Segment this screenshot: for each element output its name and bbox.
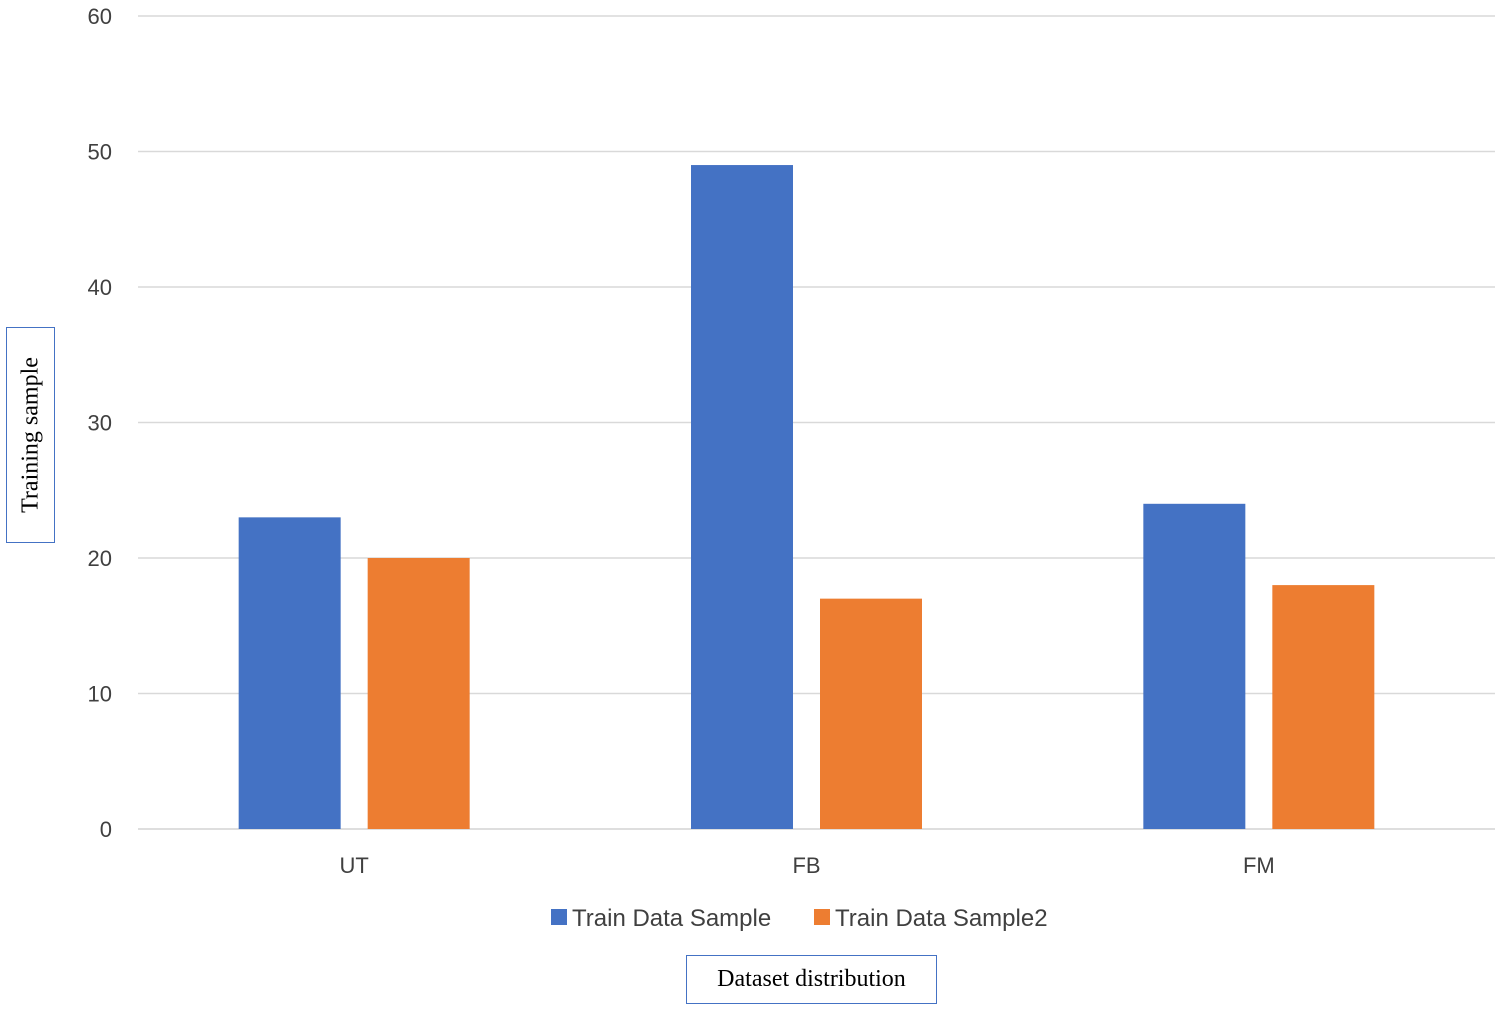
y-tick-label: 0 [100,817,112,842]
x-tick-label: UT [340,853,369,878]
bar-fb-series-1 [691,165,793,830]
y-axis-label-box: Training sample [6,327,55,543]
y-tick-label: 60 [88,4,112,29]
x-tick-label: FB [792,853,820,878]
bar-ut-series-2 [367,558,470,829]
y-axis-label: Training sample [17,357,43,513]
y-tick-label: 50 [88,140,112,165]
y-tick-label: 40 [88,275,112,300]
legend-swatch [814,909,830,925]
legend-swatch [551,909,567,925]
x-axis-label: Dataset distribution [686,955,937,1004]
y-tick-label: 20 [88,546,112,571]
y-tick-label: 10 [88,682,112,707]
bar-fb-series-2 [820,598,922,829]
x-tick-label: FM [1243,853,1275,878]
bar-ut-series-1 [238,517,341,829]
legend-label: Train Data Sample [572,905,771,932]
legend-label: Train Data Sample2 [835,905,1048,932]
y-tick-label: 30 [88,411,112,436]
bar-fm-series-1 [1143,503,1246,829]
bar-fm-series-2 [1272,585,1375,829]
